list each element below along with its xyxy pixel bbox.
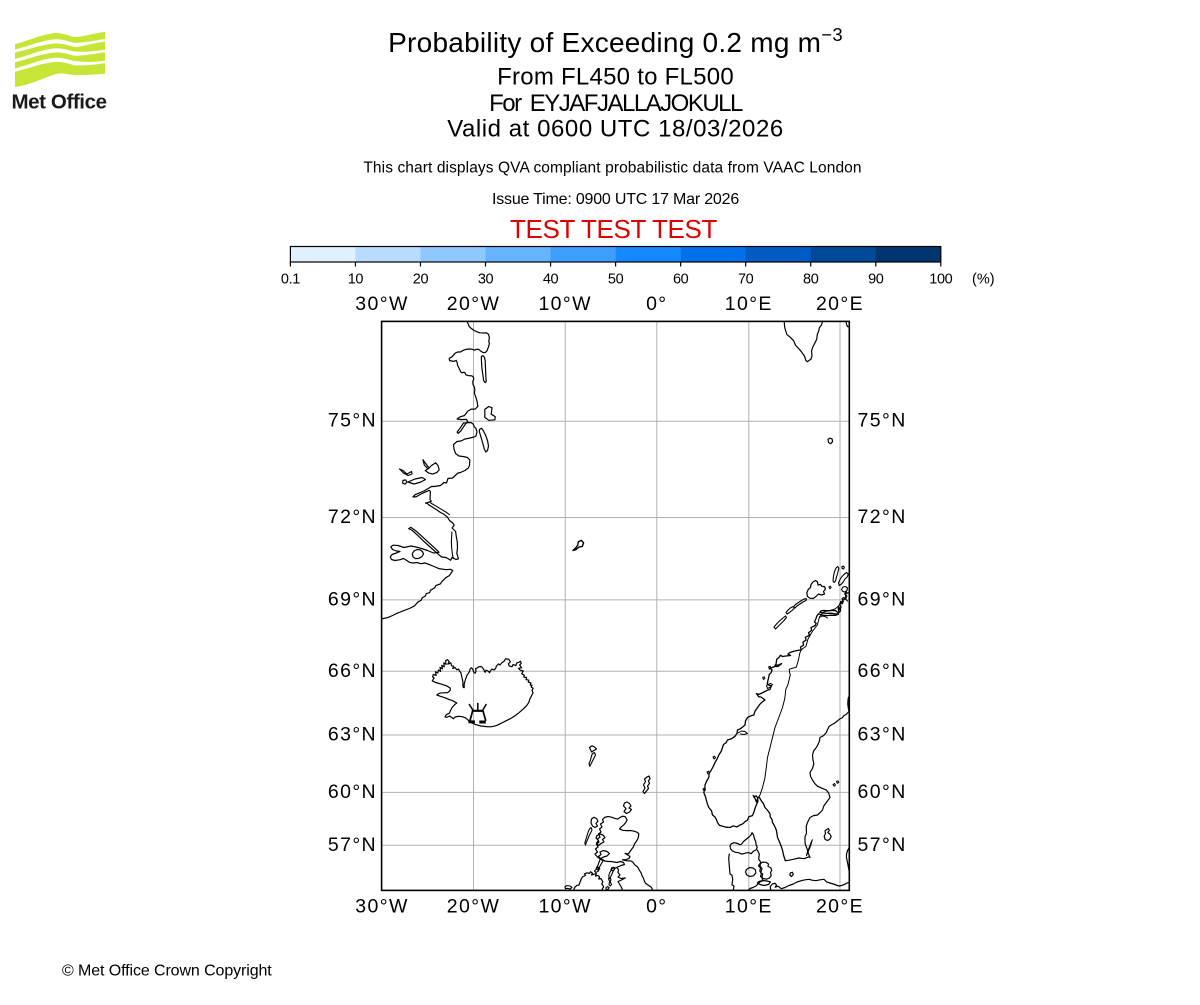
svg-text:60°N: 60°N: [328, 781, 377, 803]
svg-text:40: 40: [543, 272, 559, 288]
svg-text:0°: 0°: [646, 896, 667, 918]
svg-text:From FL450 to FL500: From FL450 to FL500: [497, 64, 734, 91]
svg-text:66°N: 66°N: [328, 660, 377, 682]
svg-text:30°W: 30°W: [355, 293, 409, 315]
svg-text:57°N: 57°N: [858, 834, 907, 856]
svg-text:10: 10: [348, 272, 364, 288]
svg-text:72°N: 72°N: [858, 506, 907, 528]
svg-text:70: 70: [738, 272, 754, 288]
svg-text:0.1: 0.1: [281, 272, 300, 288]
svg-text:20°W: 20°W: [447, 896, 501, 918]
svg-text:80: 80: [803, 272, 819, 288]
svg-text:Valid at 0600 UTC 18/03/2026: Valid at 0600 UTC 18/03/2026: [447, 116, 784, 143]
svg-text:10°E: 10°E: [725, 293, 773, 315]
svg-text:72°N: 72°N: [328, 506, 377, 528]
svg-text:60: 60: [673, 272, 689, 288]
svg-text:10°W: 10°W: [538, 896, 592, 918]
svg-text:© Met Office Crown Copyright: © Met Office Crown Copyright: [62, 963, 272, 980]
svg-text:Issue Time: 0900 UTC 17 Mar 20: Issue Time: 0900 UTC 17 Mar 2026: [492, 191, 739, 208]
svg-text:63°N: 63°N: [328, 724, 377, 746]
svg-text:10°E: 10°E: [725, 896, 773, 918]
svg-text:66°N: 66°N: [858, 660, 907, 682]
svg-text:30: 30: [478, 272, 494, 288]
svg-text:63°N: 63°N: [858, 724, 907, 746]
svg-text:For EYJAFJALLAJOKULL: For EYJAFJALLAJOKULL: [489, 90, 743, 117]
svg-text:60°N: 60°N: [858, 781, 907, 803]
svg-text:TEST TEST TEST: TEST TEST TEST: [510, 214, 717, 244]
svg-text:75°N: 75°N: [328, 410, 377, 432]
svg-text:20: 20: [413, 272, 429, 288]
svg-text:50: 50: [608, 272, 624, 288]
svg-text:10°W: 10°W: [538, 293, 592, 315]
svg-text:69°N: 69°N: [858, 588, 907, 610]
svg-text:90: 90: [868, 272, 884, 288]
svg-text:20°E: 20°E: [816, 293, 864, 315]
svg-text:(%): (%): [972, 272, 995, 288]
svg-text:30°W: 30°W: [355, 896, 409, 918]
svg-text:Met Office: Met Office: [12, 91, 107, 114]
svg-text:Probability of Exceeding 0.2 m: Probability of Exceeding 0.2 mg m−3: [388, 24, 843, 58]
svg-text:This chart displays QVA compli: This chart displays QVA compliant probab…: [363, 160, 861, 177]
svg-text:57°N: 57°N: [328, 834, 377, 856]
svg-text:69°N: 69°N: [328, 588, 377, 610]
svg-text:20°W: 20°W: [447, 293, 501, 315]
svg-text:20°E: 20°E: [816, 896, 864, 918]
svg-text:100: 100: [929, 272, 952, 288]
svg-text:0°: 0°: [646, 293, 667, 315]
svg-text:75°N: 75°N: [858, 410, 907, 432]
